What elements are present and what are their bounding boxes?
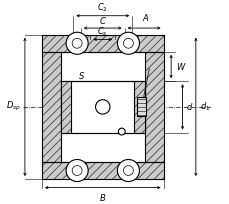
Circle shape xyxy=(72,165,82,175)
Circle shape xyxy=(72,38,82,48)
Circle shape xyxy=(95,100,109,114)
Circle shape xyxy=(123,38,133,48)
Bar xyxy=(42,52,163,162)
Text: $d$: $d$ xyxy=(185,101,193,112)
Text: $W$: $W$ xyxy=(175,61,186,72)
Circle shape xyxy=(118,128,125,135)
Bar xyxy=(42,35,163,52)
Bar xyxy=(134,81,144,133)
Circle shape xyxy=(66,32,88,54)
Bar xyxy=(136,97,146,116)
Text: $C$: $C$ xyxy=(98,15,106,26)
Bar xyxy=(42,35,163,179)
Bar xyxy=(61,81,71,133)
Text: $C_2$: $C_2$ xyxy=(97,1,108,14)
Bar xyxy=(42,52,61,162)
Bar xyxy=(61,81,144,133)
Circle shape xyxy=(117,32,139,54)
Bar xyxy=(42,162,163,179)
Bar xyxy=(144,52,163,162)
Text: $A$: $A$ xyxy=(142,12,149,23)
Text: $S$: $S$ xyxy=(78,70,85,81)
Circle shape xyxy=(117,160,139,182)
Text: $D_{sp}$: $D_{sp}$ xyxy=(6,100,21,113)
Text: $C_s$: $C_s$ xyxy=(97,25,108,38)
Text: $B$: $B$ xyxy=(99,192,106,203)
Circle shape xyxy=(123,165,133,175)
Circle shape xyxy=(66,160,88,182)
Text: $d_1$: $d_1$ xyxy=(199,101,209,113)
